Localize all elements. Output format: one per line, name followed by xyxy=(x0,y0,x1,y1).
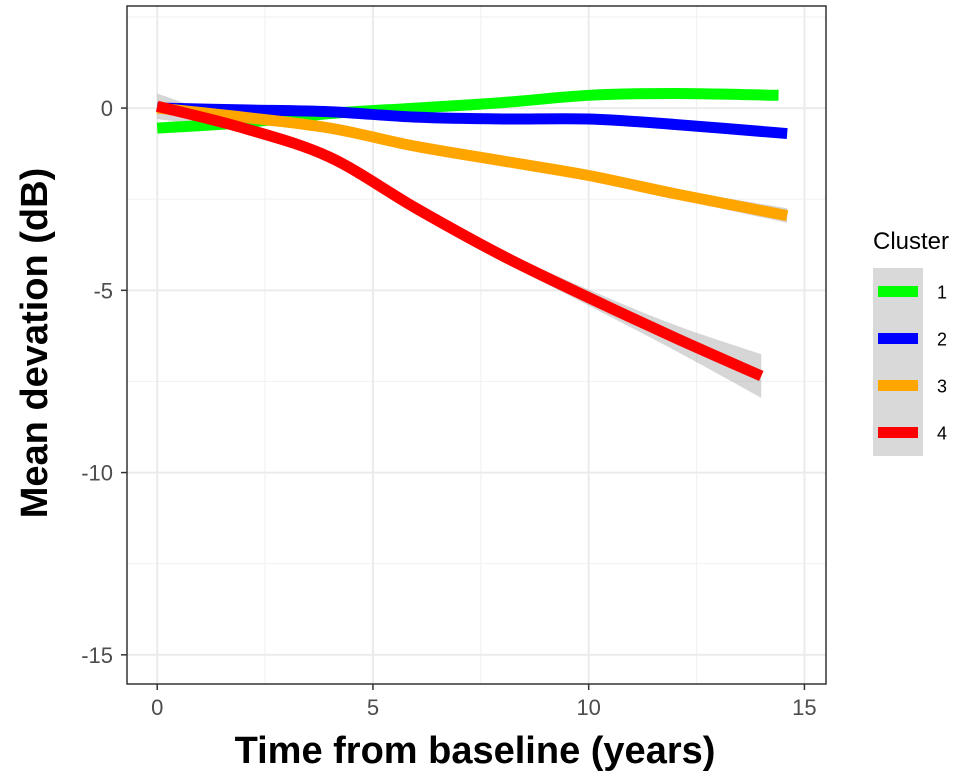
y-tick-label: -10 xyxy=(81,461,113,486)
x-axis-title: Time from baseline (years) xyxy=(235,730,716,772)
legend-title: Cluster xyxy=(873,228,949,255)
y-tick-label: -5 xyxy=(93,278,113,303)
y-tick-label: 0 xyxy=(101,96,113,121)
y-axis-title: Mean devation (dB) xyxy=(14,168,56,518)
legend-label-cluster-1: 1 xyxy=(937,283,947,303)
series-line-cluster-2 xyxy=(157,102,788,140)
panel-border xyxy=(126,5,827,685)
legend-label-cluster-2: 2 xyxy=(937,330,947,350)
x-tick-label: 15 xyxy=(792,695,816,720)
series-line-cluster-4 xyxy=(155,100,764,382)
legend-label-cluster-4: 4 xyxy=(937,424,947,444)
x-tick-label: 10 xyxy=(576,695,600,720)
y-tick-label: -15 xyxy=(81,643,113,668)
series-line-cluster-3 xyxy=(156,102,789,221)
legend: Cluster 1 2 3 4 xyxy=(873,228,949,456)
y-axis-ticks: 0 -5 -10 -15 xyxy=(81,96,127,668)
x-axis-ticks: 0 5 10 15 xyxy=(151,684,817,720)
legend-label-cluster-3: 3 xyxy=(937,377,947,397)
x-tick-label: 5 xyxy=(367,695,379,720)
plot-panel xyxy=(126,5,827,685)
x-tick-label: 0 xyxy=(151,695,163,720)
